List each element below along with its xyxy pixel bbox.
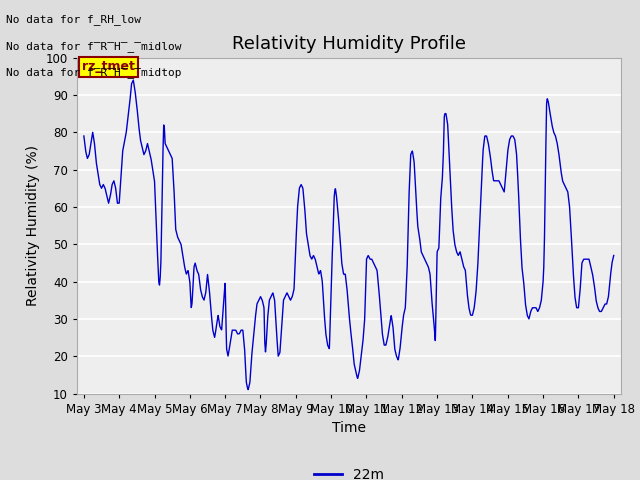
Text: No data for f̅R̅H̅_̅midtop: No data for f̅R̅H̅_̅midtop bbox=[6, 67, 182, 78]
Y-axis label: Relativity Humidity (%): Relativity Humidity (%) bbox=[26, 145, 40, 306]
Legend: 22m: 22m bbox=[308, 462, 389, 480]
Text: No data for f̅R̅H̅_̅midlow: No data for f̅R̅H̅_̅midlow bbox=[6, 41, 182, 52]
X-axis label: Time: Time bbox=[332, 421, 366, 435]
Title: Relativity Humidity Profile: Relativity Humidity Profile bbox=[232, 35, 466, 53]
Text: rz_tmet: rz_tmet bbox=[83, 60, 135, 73]
Text: No data for f_RH_low: No data for f_RH_low bbox=[6, 14, 141, 25]
